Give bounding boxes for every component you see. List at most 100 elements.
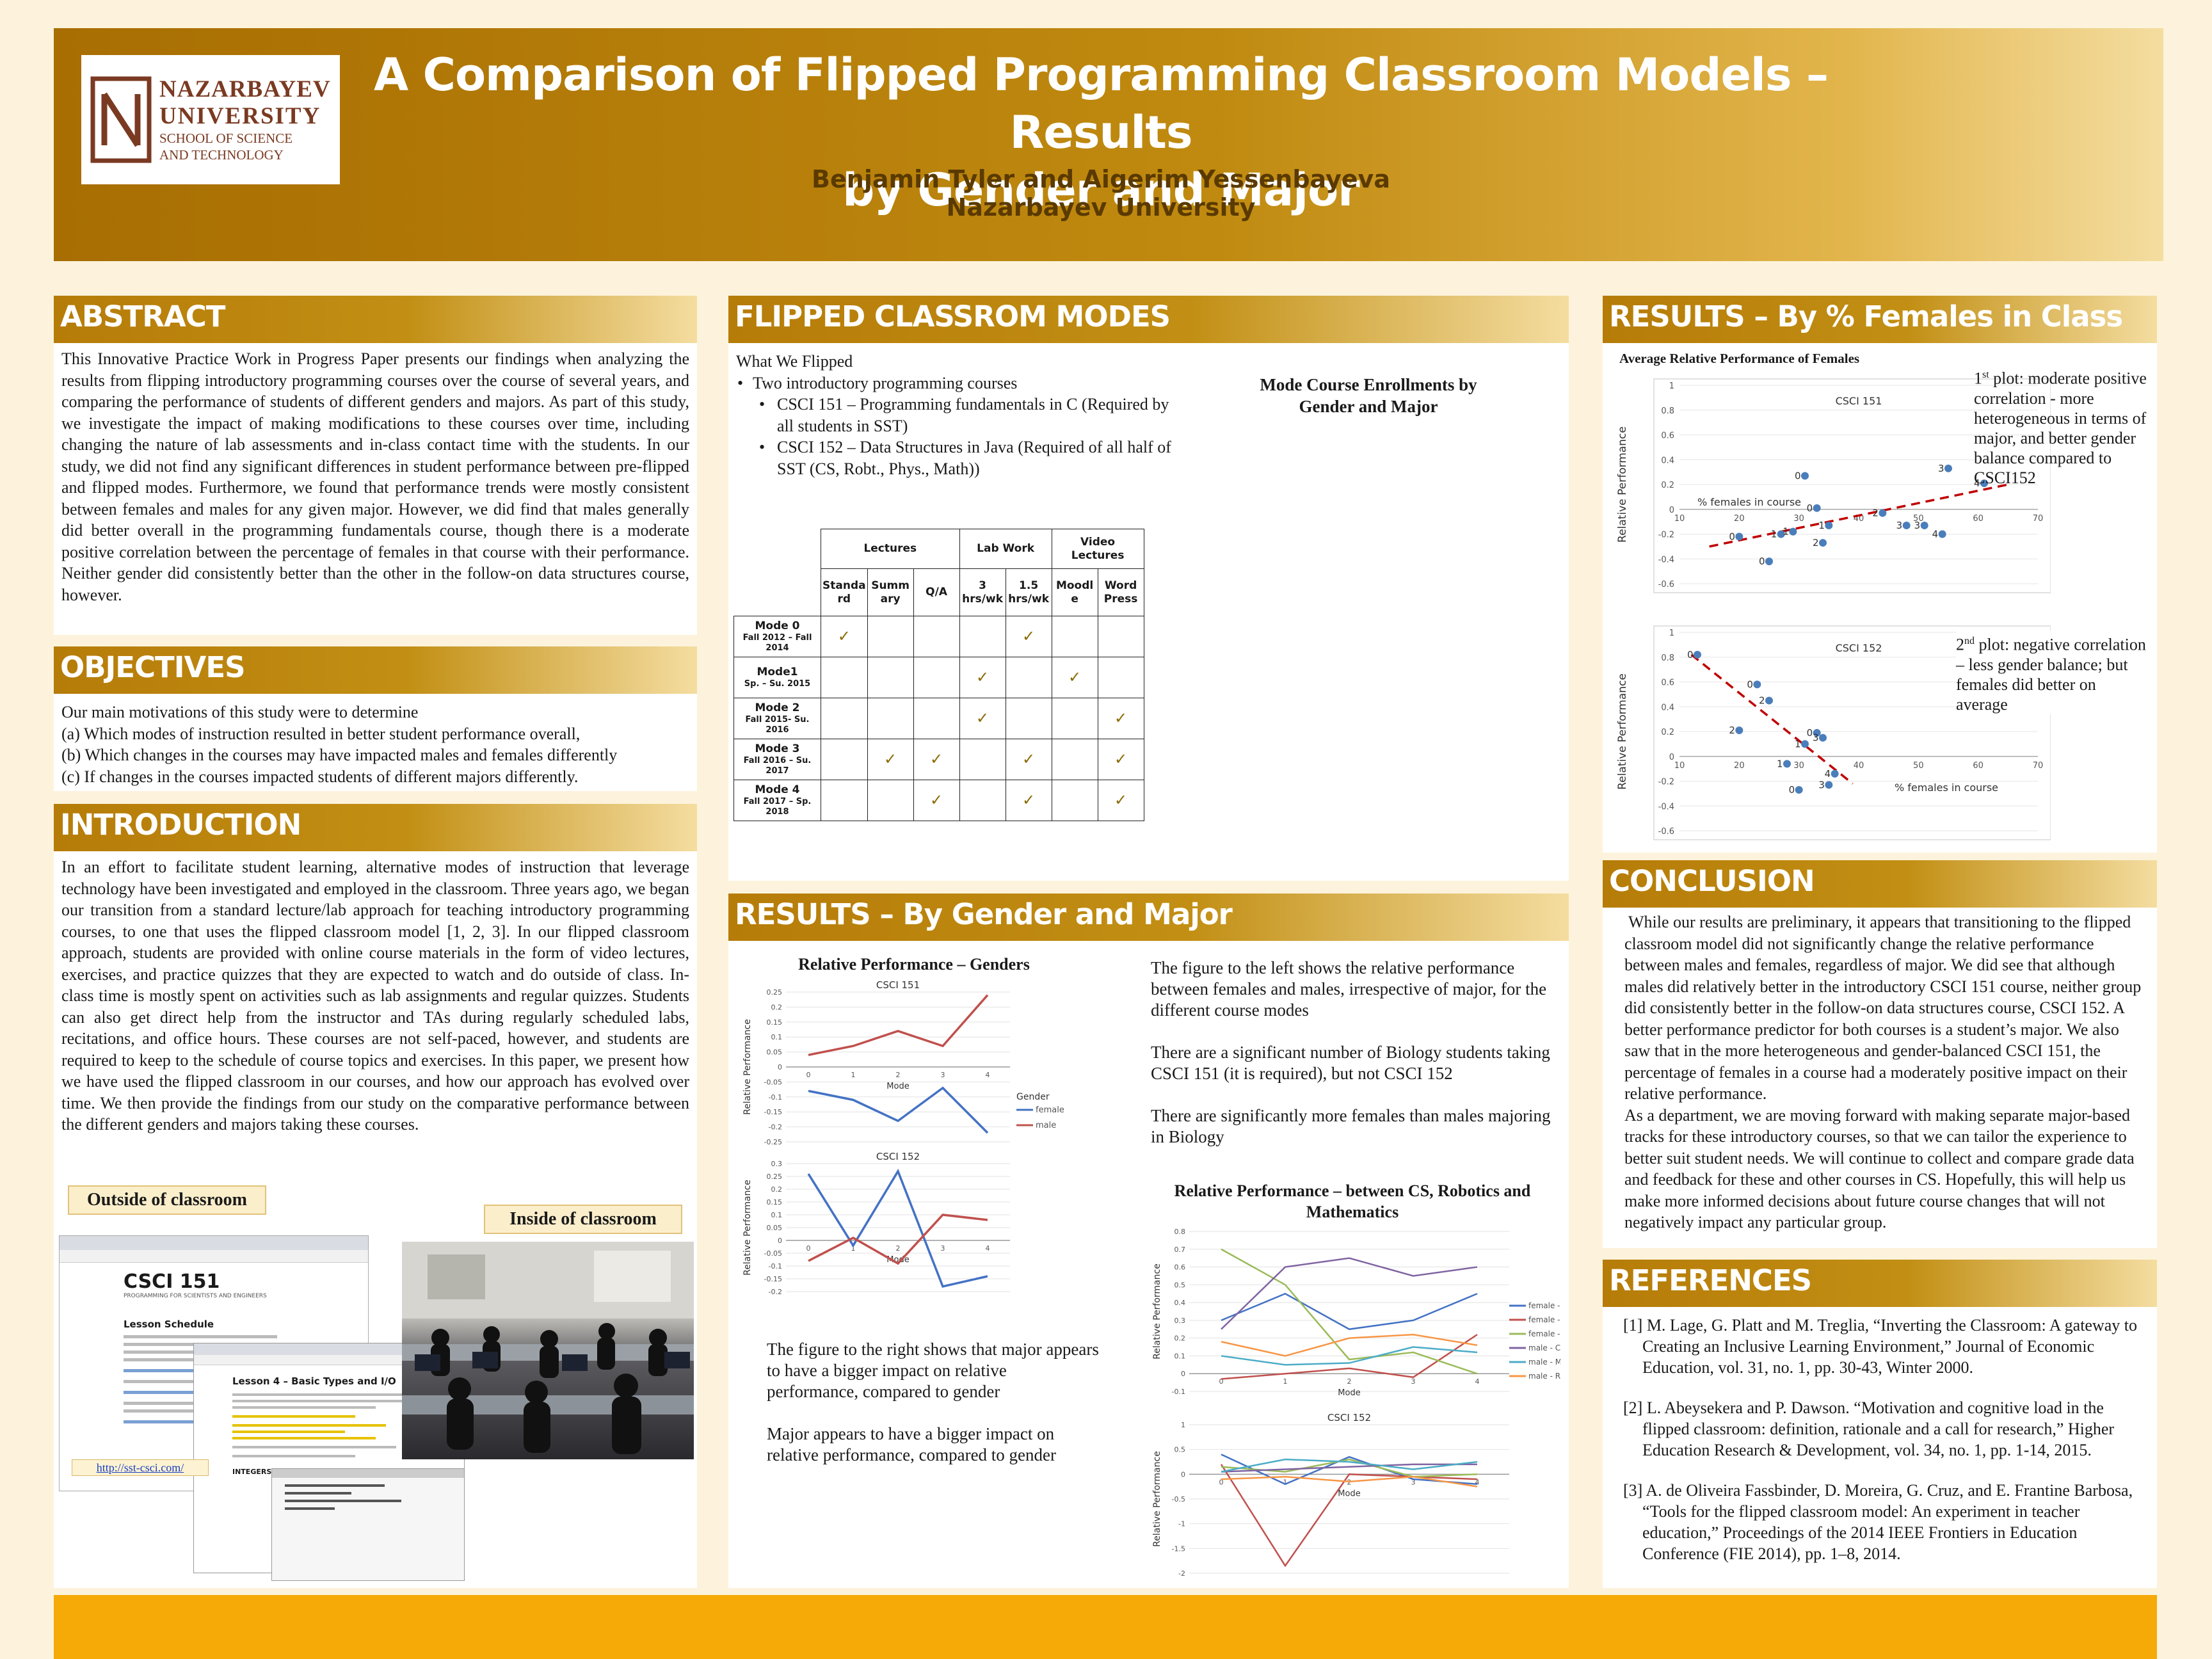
table-cell: [867, 780, 914, 821]
modes-bullet-2: • CSCI 151 – Programming fundamentals in …: [759, 395, 1169, 435]
x-tick-label: 3: [1411, 1377, 1416, 1386]
legend-label: female: [1036, 1105, 1064, 1115]
mode-dates: Sp. – Su. 2015: [744, 679, 811, 689]
gender-chart-csci152: CSCI 152 Relative Performance 0.3 0.25 0.2 0.…: [742, 1151, 1010, 1296]
chart-title: CSCI 152: [1327, 1412, 1371, 1423]
y-tick-label: -0.05: [764, 1249, 782, 1258]
mode-name: Mode 2: [755, 701, 800, 714]
data-point-label: 1: [1771, 529, 1777, 540]
logo-line-4: AND TECHNOLOGY: [159, 147, 284, 163]
conclusion-p1: While our results are preliminary, it ap…: [1624, 913, 2142, 1103]
code-editor-screenshot: [271, 1468, 465, 1581]
table-cell: [1097, 616, 1144, 657]
modes-panel: FLIPPED CLASSROM MODES What We Flipped •…: [728, 296, 1569, 881]
series-line-female: [808, 1086, 989, 1134]
note-2-text: plot: negative correlation – less gender…: [1956, 635, 2146, 714]
conclusion-body: While our results are preliminary, it ap…: [1624, 911, 2142, 1233]
table-cell: ✓: [1097, 780, 1144, 821]
mode-name: Mode 0: [755, 620, 800, 632]
course-website-link[interactable]: http://sst-csci.com/: [72, 1459, 209, 1476]
y-tick-label: -0.1: [1172, 1388, 1185, 1396]
x-tick-label: 3: [941, 1244, 945, 1253]
introduction-panel: INTRODUCTION In an effort to facilitate …: [54, 804, 697, 1588]
browser-address-bar: [60, 1250, 368, 1263]
x-axis-label: % females in course: [1895, 781, 1998, 794]
y-axis-label: Relative Performance: [742, 1019, 753, 1115]
table-col-header: 3 hrs/wk: [959, 568, 1006, 616]
series-line-male---Mathematics: [1221, 1346, 1478, 1366]
data-point: [1795, 786, 1803, 794]
y-tick-label: 0.3: [1174, 1317, 1186, 1325]
y-tick-label: 0.8: [1174, 1228, 1186, 1236]
data-point-label: 3: [1896, 520, 1903, 531]
y-tick-label: 0.7: [1174, 1246, 1186, 1254]
objective-item: (c) If changes in the courses impacted s…: [61, 767, 579, 786]
x-axis-label: Mode: [886, 1082, 909, 1091]
y-tick-label: 0.2: [1661, 481, 1674, 490]
conclusion-p2: As a department, we are moving forward w…: [1624, 1105, 2135, 1232]
y-tick-label: -1.5: [1172, 1544, 1185, 1553]
y-tick-label: 0.8: [1661, 406, 1674, 416]
data-point: [1777, 530, 1785, 538]
y-tick-label: 0.6: [1174, 1263, 1186, 1272]
x-tick-label: 4: [1475, 1377, 1480, 1386]
table-cell: [821, 780, 868, 821]
table-group-lectures: Lectures: [821, 529, 960, 569]
y-tick-label: 0.6: [1661, 431, 1674, 441]
y-tick-label: -1: [1178, 1520, 1185, 1528]
table-cell: [821, 657, 868, 698]
objectives-body: Our main motivations of this study were …: [61, 701, 689, 787]
legend-label: female - Robotics: [1528, 1329, 1560, 1338]
x-tick-label: 20: [1734, 514, 1745, 524]
y-tick-label: 1: [1669, 629, 1674, 638]
screenshot-course-subtitle: PROGRAMMING FOR SCIENTISTS AND ENGINEERS: [124, 1293, 267, 1299]
x-tick-label: 70: [2033, 514, 2044, 524]
data-point: [1879, 509, 1887, 517]
y-axis-label: Relative Performance: [1616, 426, 1629, 543]
x-axis-label: % females in course: [1697, 496, 1801, 508]
table-cell: [959, 780, 1006, 821]
screenshot-section-title: Lesson Schedule: [124, 1318, 214, 1330]
mode-name: Mode 3: [755, 742, 800, 755]
table-col-header: Summ ary: [867, 568, 914, 616]
references-heading: REFERENCES: [1603, 1260, 2157, 1307]
series-line-male: [808, 994, 989, 1056]
x-tick-label: 40: [1854, 761, 1864, 771]
table-cell: ✓: [867, 739, 914, 780]
y-tick-label: 0.8: [1661, 653, 1674, 663]
poster-title-line-1: A Comparison of Flipped Programming Clas…: [374, 49, 1829, 159]
table-cell: ✓: [913, 780, 960, 821]
y-tick-label: 0: [778, 1063, 782, 1071]
table-col-header: Standa rd: [821, 568, 868, 616]
table-cell: ✓: [1005, 616, 1052, 657]
female-note-2: 2nd plot: negative correlation – less ge…: [1956, 631, 2148, 714]
references-panel: REFERENCES [1] M. Lage, G. Platt and M. …: [1603, 1260, 2157, 1588]
x-tick-label: 60: [1973, 514, 1984, 524]
poster-title: A Comparison of Flipped Programming Clas…: [333, 46, 1869, 219]
data-point-label: 1: [1777, 758, 1783, 769]
affiliation: Nazarbayev University: [946, 193, 1256, 221]
poster-title-line-2: by Gender and Major: [842, 164, 1359, 216]
data-point: [1694, 650, 1701, 659]
data-point: [1813, 728, 1821, 737]
series-line-female---Mathematics: [1220, 1464, 1478, 1567]
legend-title: Gender: [1016, 1092, 1050, 1102]
legend-label: female - Mathematics: [1528, 1315, 1560, 1324]
data-point-label: 2: [1729, 725, 1735, 736]
y-tick-label: 1: [1669, 381, 1674, 391]
table-cell: ✓: [1097, 698, 1144, 739]
series-line-male---CS: [1221, 1257, 1478, 1330]
y-tick-label: 0.25: [767, 1173, 783, 1181]
abstract-panel: ABSTRACT This Innovative Practice Work i…: [54, 296, 697, 635]
data-point: [1980, 479, 1988, 488]
y-tick-label: 0: [1181, 1470, 1185, 1479]
chart-title: CSCI 151: [1836, 395, 1882, 407]
x-tick-label: 60: [1973, 761, 1984, 771]
data-point-label: 2: [1813, 537, 1819, 549]
introduction-heading: INTRODUCTION: [54, 804, 697, 851]
x-tick-label: 1: [851, 1244, 856, 1253]
data-point: [1783, 760, 1791, 768]
y-tick-label: -0.05: [764, 1078, 782, 1086]
x-tick-label: 3: [1411, 1478, 1416, 1486]
objective-item: (a) Which modes of instruction resulted …: [61, 724, 581, 743]
